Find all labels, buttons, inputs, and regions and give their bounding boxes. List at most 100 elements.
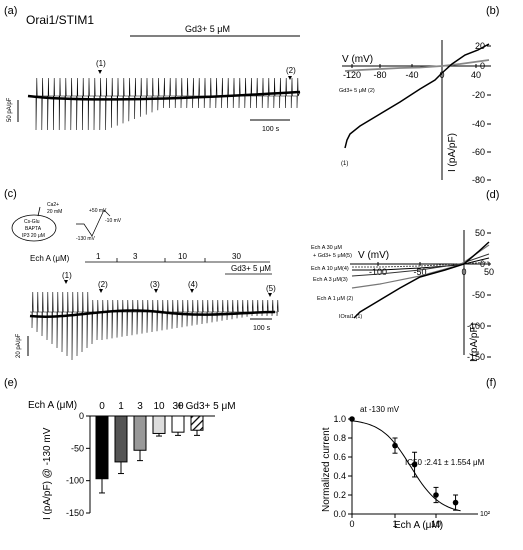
- bar: [171, 415, 185, 433]
- marker-arrow-1: [64, 280, 68, 284]
- bar: [190, 415, 204, 431]
- panel-c: (c) Cs-Glu BAPTA IP3 20 μM Ca2+ 20 mM +5…: [4, 188, 279, 361]
- category-label: 3: [137, 401, 143, 412]
- pipette-ip3: IP3 20 μM: [22, 233, 45, 239]
- y-tick-label: -100: [467, 321, 485, 331]
- data-point: [411, 461, 418, 468]
- marker-1-arrow: [98, 70, 102, 74]
- current-trace-c: [29, 280, 279, 361]
- y-tick-label: 0.0: [333, 509, 346, 519]
- bar-group: [95, 415, 204, 494]
- x-axis-title: Ech A (μM): [394, 520, 443, 531]
- bar: [133, 415, 147, 451]
- gd-label: + Gd3+ 5 μM: [177, 401, 236, 412]
- bar: [152, 415, 166, 434]
- x-axis-title: V (mV): [342, 54, 373, 65]
- y-axis-title: I (pA/pF) @ -130 mV: [42, 427, 53, 520]
- y-tick-label: -50: [472, 290, 485, 300]
- gd-bar-label: Gd3+ 5 μM: [185, 24, 230, 34]
- y-tick-group: 20 0 -20 -40 -60 -80: [472, 41, 491, 185]
- legend-1: Ech A 30 μM: [311, 245, 342, 251]
- y-tick-label: -100: [66, 476, 84, 486]
- protocol-mid: -10 mV: [105, 218, 122, 224]
- marker-2: (2): [286, 66, 296, 75]
- y-tick-label: 50: [475, 228, 485, 238]
- data-point: [433, 492, 439, 498]
- category-label: 0: [99, 401, 105, 412]
- x-tick-label: 1: [392, 519, 397, 529]
- y-tick-label: 0: [79, 411, 84, 421]
- data-point: [349, 416, 355, 422]
- trace-1: [353, 241, 490, 319]
- trace-path: [30, 291, 279, 361]
- x-tick-group: 0 1 10: [349, 514, 441, 529]
- conc-30: 30: [232, 252, 241, 261]
- y-tick-label: 0.8: [333, 433, 346, 443]
- gd-label: Gd3+ 5 μM: [231, 264, 271, 273]
- marker-arrow-2: [99, 289, 103, 293]
- panel-e: (e) Ech A (μM) + Gd3+ 5 μM I (pA/pF) @ -…: [4, 377, 236, 520]
- panel-c-label: (c): [4, 188, 17, 200]
- x-tick-label: 0: [461, 267, 466, 277]
- marker-1: (1): [96, 59, 106, 68]
- y-tick-label: -60: [472, 147, 485, 157]
- hill-fit-curve: [351, 419, 461, 512]
- scale-y-label: 50 pA/pF: [7, 97, 13, 122]
- marker-2: (2): [98, 280, 108, 289]
- y-tick-label: 0.2: [333, 490, 346, 500]
- category-label: 30: [172, 401, 184, 412]
- category-label: 10: [153, 401, 165, 412]
- y-tick-label: -150: [66, 508, 84, 518]
- y-tick-label: 0: [480, 259, 485, 269]
- y-tick-label: -20: [472, 90, 485, 100]
- point-group: [349, 416, 459, 511]
- marker-3: (3): [150, 280, 160, 289]
- protocol-bottom: -130 mV: [76, 236, 96, 242]
- y-tick-group: 1.0 0.8 0.6 0.4 0.2 0.0: [333, 414, 352, 519]
- pipette-cs: Cs-Glu: [24, 219, 40, 225]
- panel-d: (d) -100 -50 0 50 500-50-100-150 V (mV) I (…: [311, 189, 499, 362]
- x-tick-label: 50: [484, 267, 494, 277]
- conc-1: 1: [96, 252, 101, 261]
- x-tick-group: -120 -80 -40 0 40: [343, 64, 481, 80]
- cell-diagram: [11, 214, 57, 242]
- data-point: [452, 499, 459, 506]
- legend-2: + Gd3+ 5 μM(5): [313, 253, 352, 259]
- scale-x-label: 100 s: [262, 126, 280, 133]
- panel-a-label: (a): [4, 5, 17, 17]
- conc-3: 3: [133, 252, 138, 261]
- x-tick-label: 10: [431, 519, 441, 529]
- gd-trace-label: Gd3+ 5 μM (2): [339, 88, 375, 94]
- panel-d-label: (d): [486, 189, 499, 201]
- y-tick-label: 0.4: [333, 471, 346, 481]
- marker-arrow-5: [268, 293, 272, 297]
- trace-4: [352, 257, 490, 271]
- y-tick-group: 500-50-100-150: [467, 228, 491, 362]
- marker-arrow-3: [154, 289, 158, 293]
- protocol-top: +50 mV: [89, 208, 107, 214]
- bar: [95, 415, 109, 480]
- marker-2-arrow: [288, 76, 292, 80]
- annotation: at -130 mV: [360, 405, 400, 414]
- panel-a: (a) Orai1/STIM1 Gd3+ 5 μM (1) (2) 50 pA/…: [4, 5, 301, 133]
- marker-4: (4): [188, 280, 198, 289]
- x-tick-label: -120: [343, 70, 361, 80]
- gd-trace: [344, 59, 490, 72]
- x-tick-label: 40: [471, 70, 481, 80]
- bar: [114, 415, 128, 463]
- panel-b-label: (b): [486, 5, 499, 17]
- y-tick-label: 20: [475, 41, 485, 51]
- panel-b: (b) -120 -80 -40 0 40 200-20-40-60-80 V (mV)…: [339, 5, 499, 185]
- x-tick-label: -80: [373, 70, 386, 80]
- y-tick-label: -40: [472, 119, 485, 129]
- x-tick-label: -50: [413, 267, 426, 277]
- x-tick-label: -40: [405, 70, 418, 80]
- bath-ca-conc: 20 mM: [47, 209, 62, 215]
- x-tick-last: 10²: [480, 511, 491, 518]
- echa-label: Ech A (μM): [28, 400, 77, 411]
- category-labels: 0 1 3 10 30: [99, 401, 184, 412]
- ic50-label: IC50 :2.41 ± 1.554 μM: [405, 458, 485, 467]
- conc-10: 10: [178, 252, 187, 261]
- bath-ca: Ca2+: [47, 202, 59, 208]
- legend-5: Ech A 1 μM (2): [317, 296, 353, 302]
